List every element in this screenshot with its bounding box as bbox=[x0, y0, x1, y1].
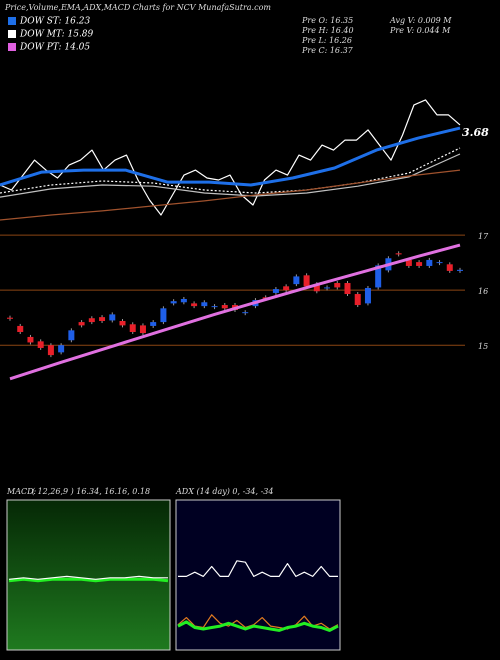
candle bbox=[221, 305, 228, 309]
candle bbox=[17, 325, 24, 332]
legend-swatch bbox=[8, 17, 16, 25]
candle bbox=[416, 262, 423, 266]
quote: Pre V: 0.044 M bbox=[389, 26, 451, 35]
candle bbox=[109, 314, 116, 321]
series-line bbox=[8, 577, 169, 583]
series-line bbox=[0, 147, 461, 194]
quote: Pre O: 16.35 bbox=[301, 16, 353, 25]
candle bbox=[324, 287, 331, 289]
series-line bbox=[0, 99, 461, 216]
legend-swatch bbox=[8, 43, 16, 51]
candle bbox=[99, 317, 106, 321]
candle bbox=[191, 303, 198, 307]
candle bbox=[303, 275, 310, 287]
candle bbox=[375, 265, 382, 288]
candle bbox=[139, 325, 146, 334]
candle bbox=[364, 287, 371, 304]
y-tick-label: 17 bbox=[478, 232, 489, 241]
panel-label: ADX bbox=[175, 487, 194, 496]
candle bbox=[436, 262, 443, 264]
candle bbox=[201, 302, 208, 307]
candle bbox=[354, 294, 361, 306]
panel-label: 3.68 bbox=[462, 126, 489, 139]
series-line bbox=[8, 575, 168, 580]
series-line bbox=[178, 560, 338, 577]
candle bbox=[211, 306, 218, 308]
quote: Pre H: 16.40 bbox=[301, 26, 354, 35]
candle bbox=[457, 269, 463, 271]
candle bbox=[293, 276, 300, 285]
y-tick-label: 15 bbox=[478, 342, 488, 351]
series-line bbox=[0, 126, 461, 187]
legend-swatch bbox=[8, 30, 16, 38]
candle bbox=[446, 264, 453, 271]
candle bbox=[160, 308, 167, 323]
panel-sublabel: ( 12,26,9 ) 16.34, 16.16, 0.18 bbox=[32, 487, 150, 496]
legend-label: DOW MT: 15.89 bbox=[19, 30, 94, 40]
legend-label: DOW PT: 14.05 bbox=[19, 43, 90, 53]
candle bbox=[242, 312, 249, 314]
candle bbox=[88, 318, 95, 323]
candle bbox=[334, 283, 341, 288]
candle bbox=[426, 259, 433, 266]
candle bbox=[344, 283, 351, 295]
candle bbox=[283, 286, 290, 291]
candle bbox=[129, 324, 136, 332]
panel-label: MACD: bbox=[6, 487, 37, 496]
series-line bbox=[0, 153, 461, 198]
candle bbox=[395, 253, 402, 255]
candle bbox=[68, 330, 75, 341]
macd-panel bbox=[6, 499, 171, 651]
candle bbox=[170, 301, 177, 304]
panel-sublabel: (14 day) 0, -34, -34 bbox=[197, 487, 274, 496]
candle bbox=[180, 298, 187, 303]
candle bbox=[37, 341, 44, 348]
quote: Pre C: 16.37 bbox=[301, 46, 354, 55]
candle bbox=[150, 322, 157, 326]
candle bbox=[27, 336, 34, 343]
quote: Pre L: 16.26 bbox=[301, 36, 352, 45]
candle bbox=[7, 317, 13, 319]
quote: Avg V: 0.009 M bbox=[389, 16, 452, 25]
series-line bbox=[177, 620, 339, 632]
series-line bbox=[9, 243, 461, 381]
page-title: Price,Volume,EMA,ADX,MACD Charts for NCV… bbox=[4, 3, 271, 12]
candle bbox=[313, 284, 320, 292]
candle bbox=[119, 320, 126, 326]
y-tick-label: 16 bbox=[478, 287, 488, 296]
candle bbox=[78, 322, 85, 326]
legend-label: DOW ST: 16.23 bbox=[19, 17, 90, 27]
candle bbox=[58, 345, 65, 353]
candle bbox=[272, 289, 279, 293]
candle bbox=[47, 345, 54, 356]
series-line bbox=[0, 169, 461, 221]
candle bbox=[405, 259, 412, 266]
